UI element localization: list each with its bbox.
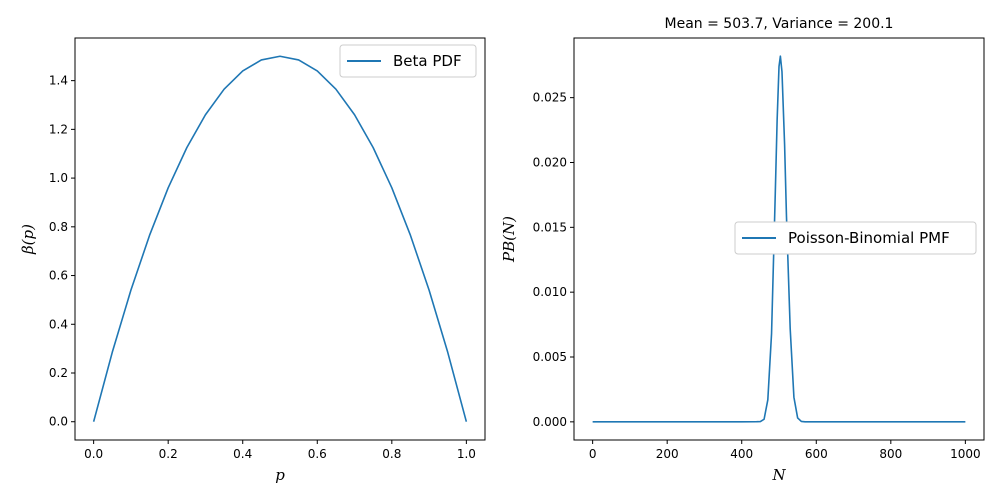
- x-axis-label: p: [275, 466, 285, 484]
- series-line: [92, 55, 468, 422]
- plot-area: [592, 55, 966, 423]
- x-tick-label: 800: [879, 447, 902, 461]
- series-line: [592, 55, 966, 423]
- y-tick-label: 0.020: [533, 155, 567, 169]
- x-tick-label: 1000: [950, 447, 981, 461]
- legend-box: [734, 221, 977, 255]
- y-tick-label: 1.0: [49, 171, 68, 185]
- beta-pdf-chart: 0.0 0.2 0.4 0.6 0.8 1.0 0.0 0.2 0.4 0.6 0.8 1.0 1.2 1…: [19, 37, 486, 484]
- x-axis-label: N: [771, 466, 786, 484]
- y-tick-label: 0.8: [49, 220, 68, 234]
- y-tick-label: 0.2: [49, 366, 68, 380]
- y-tick-label: 0.015: [533, 220, 567, 234]
- y-tick-label: 0.025: [533, 91, 567, 105]
- poisson-binomial-chart: Mean = 503.7, Variance = 200.1 0 200 400 60…: [500, 16, 985, 484]
- legend-box: [339, 44, 477, 78]
- y-axis-label: PB(N): [500, 216, 518, 263]
- plot-area: [92, 55, 468, 422]
- x-tick-label: 0.6: [308, 447, 327, 461]
- y-tick-label: 1.4: [49, 74, 68, 88]
- x-tick-label: 0.2: [159, 447, 178, 461]
- x-tick-label: 0.8: [382, 447, 401, 461]
- axes-frame: [573, 37, 985, 441]
- x-tick-label: 1.0: [457, 447, 476, 461]
- x-tick-label: 0.0: [84, 447, 103, 461]
- tick-group: 0 200 400 600 800 1000 0.000 0.005 0.010 0.015 0.0…: [533, 91, 981, 461]
- x-tick-label: 200: [656, 447, 679, 461]
- legend: Poisson-Binomial PMF: [734, 221, 977, 255]
- x-tick-label: 0.4: [233, 447, 252, 461]
- legend-label: Beta PDF: [393, 52, 462, 70]
- y-tick-label: 0.005: [533, 350, 567, 364]
- y-tick-label: 0.010: [533, 285, 567, 299]
- chart-title: Mean = 503.7, Variance = 200.1: [665, 16, 894, 32]
- legend-label: Poisson-Binomial PMF: [788, 229, 950, 247]
- y-axis-label: β(p): [19, 224, 37, 255]
- y-tick-label: 0.0: [49, 415, 68, 429]
- y-tick-label: 1.2: [49, 122, 68, 136]
- y-tick-label: 0.000: [533, 415, 567, 429]
- axes-frame: [74, 37, 486, 441]
- y-tick-label: 0.4: [49, 317, 68, 331]
- y-tick-label: 0.6: [49, 269, 68, 283]
- tick-group: 0.0 0.2 0.4 0.6 0.8 1.0 0.0 0.2 0.4 0.6 0.8 1.0 1.2 1…: [49, 74, 476, 461]
- legend: Beta PDF: [339, 44, 477, 78]
- x-tick-label: 400: [730, 447, 753, 461]
- x-tick-label: 0: [589, 447, 597, 461]
- x-tick-label: 600: [805, 447, 828, 461]
